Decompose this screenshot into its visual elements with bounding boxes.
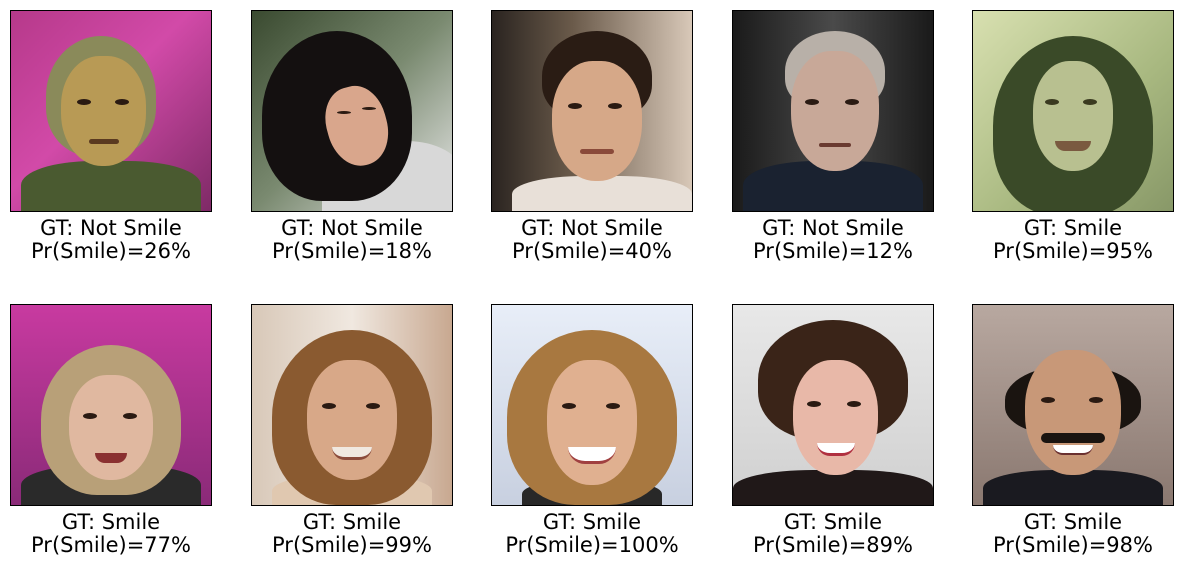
smile-probability: Pr(Smile)=99% [272,533,432,557]
mustache-icon [1041,433,1105,443]
ground-truth-label: GT: Smile [783,510,883,534]
sample-cell: GT: Smile Pr(Smile)=98% [972,304,1174,557]
sample-cell: GT: Smile Pr(Smile)=100% [491,304,693,557]
smile-probability: Pr(Smile)=26% [31,239,191,263]
shoulders-shape [21,161,201,211]
eye-icon [123,413,137,419]
smile-probability: Pr(Smile)=98% [993,533,1153,557]
smile-probability: Pr(Smile)=40% [512,239,672,263]
smile-probability: Pr(Smile)=77% [31,533,191,557]
eye-icon [115,99,129,105]
sample-cell: GT: Smile Pr(Smile)=89% [732,304,934,557]
mouth-icon [95,453,127,463]
face-thumbnail [732,10,934,212]
smile-probability: Pr(Smile)=95% [993,239,1153,263]
ground-truth-label: GT: Smile [61,510,161,534]
eye-icon [337,111,351,114]
eye-icon [608,103,622,109]
eye-icon [1083,99,1097,105]
sample-caption: GT: Smile Pr(Smile)=77% [10,511,212,557]
sample-caption: GT: Smile Pr(Smile)=89% [732,511,934,557]
shoulders-shape [733,470,933,505]
face-shape [1025,350,1121,475]
sample-cell: GT: Not Smile Pr(Smile)=40% [491,10,693,263]
ground-truth-label: GT: Not Smile [40,216,182,240]
face-thumbnail [972,10,1174,212]
face-thumbnail [491,10,693,212]
eye-icon [83,413,97,419]
eye-icon [366,403,380,409]
sample-caption: GT: Smile Pr(Smile)=98% [972,511,1174,557]
eye-icon [362,107,376,110]
ground-truth-label: GT: Smile [542,510,642,534]
face-shape [552,61,642,181]
sample-cell: GT: Smile Pr(Smile)=77% [10,304,212,557]
smile-probability: Pr(Smile)=12% [753,239,913,263]
face-shape [791,51,879,171]
eye-icon [1041,397,1055,403]
face-thumbnail [732,304,934,506]
eye-icon [805,99,819,105]
smile-probability: Pr(Smile)=100% [505,533,679,557]
eye-icon [568,103,582,109]
sample-caption: GT: Smile Pr(Smile)=99% [251,511,453,557]
sample-cell: GT: Smile Pr(Smile)=99% [251,304,453,557]
eye-icon [807,401,821,407]
shoulders-shape [983,470,1163,505]
sample-cell: GT: Not Smile Pr(Smile)=26% [10,10,212,263]
ground-truth-label: GT: Smile [1023,216,1123,240]
eye-icon [77,99,91,105]
face-shape [69,375,153,480]
mouth-icon [819,143,851,147]
sample-caption: GT: Not Smile Pr(Smile)=26% [10,217,212,263]
face-shape [1033,61,1113,171]
ground-truth-label: GT: Not Smile [762,216,904,240]
eye-icon [1089,397,1103,403]
face-shape [61,56,146,166]
face-shape [793,360,878,475]
mouth-icon [568,447,616,464]
sample-cell: GT: Smile Pr(Smile)=95% [972,10,1174,263]
smile-probability: Pr(Smile)=89% [753,533,913,557]
face-thumbnail [491,304,693,506]
face-thumbnail [251,304,453,506]
eye-icon [562,403,576,409]
sample-caption: GT: Not Smile Pr(Smile)=18% [251,217,453,263]
face-thumbnail [10,10,212,212]
face-thumbnail [972,304,1174,506]
mouth-icon [817,443,855,456]
ground-truth-label: GT: Smile [1023,510,1123,534]
ground-truth-label: GT: Smile [302,510,402,534]
sample-cell: GT: Not Smile Pr(Smile)=18% [251,10,453,263]
eye-icon [847,401,861,407]
eye-icon [1045,99,1059,105]
face-shape [307,360,397,480]
shoulders-shape [512,176,692,211]
mouth-icon [332,447,372,460]
eye-icon [322,403,336,409]
mouth-icon [1055,141,1091,151]
face-thumbnail [251,10,453,212]
eye-icon [606,403,620,409]
face-shape [547,360,637,485]
mouth-icon [1053,445,1093,455]
mouth-icon [580,149,614,154]
sample-caption: GT: Not Smile Pr(Smile)=12% [732,217,934,263]
eye-icon [845,99,859,105]
face-thumbnail [10,304,212,506]
mouth-icon [89,139,119,144]
sample-cell: GT: Not Smile Pr(Smile)=12% [732,10,934,263]
sample-caption: GT: Not Smile Pr(Smile)=40% [491,217,693,263]
sample-caption: GT: Smile Pr(Smile)=95% [972,217,1174,263]
ground-truth-label: GT: Not Smile [521,216,663,240]
smile-probability: Pr(Smile)=18% [272,239,432,263]
sample-caption: GT: Smile Pr(Smile)=100% [491,511,693,557]
ground-truth-label: GT: Not Smile [281,216,423,240]
